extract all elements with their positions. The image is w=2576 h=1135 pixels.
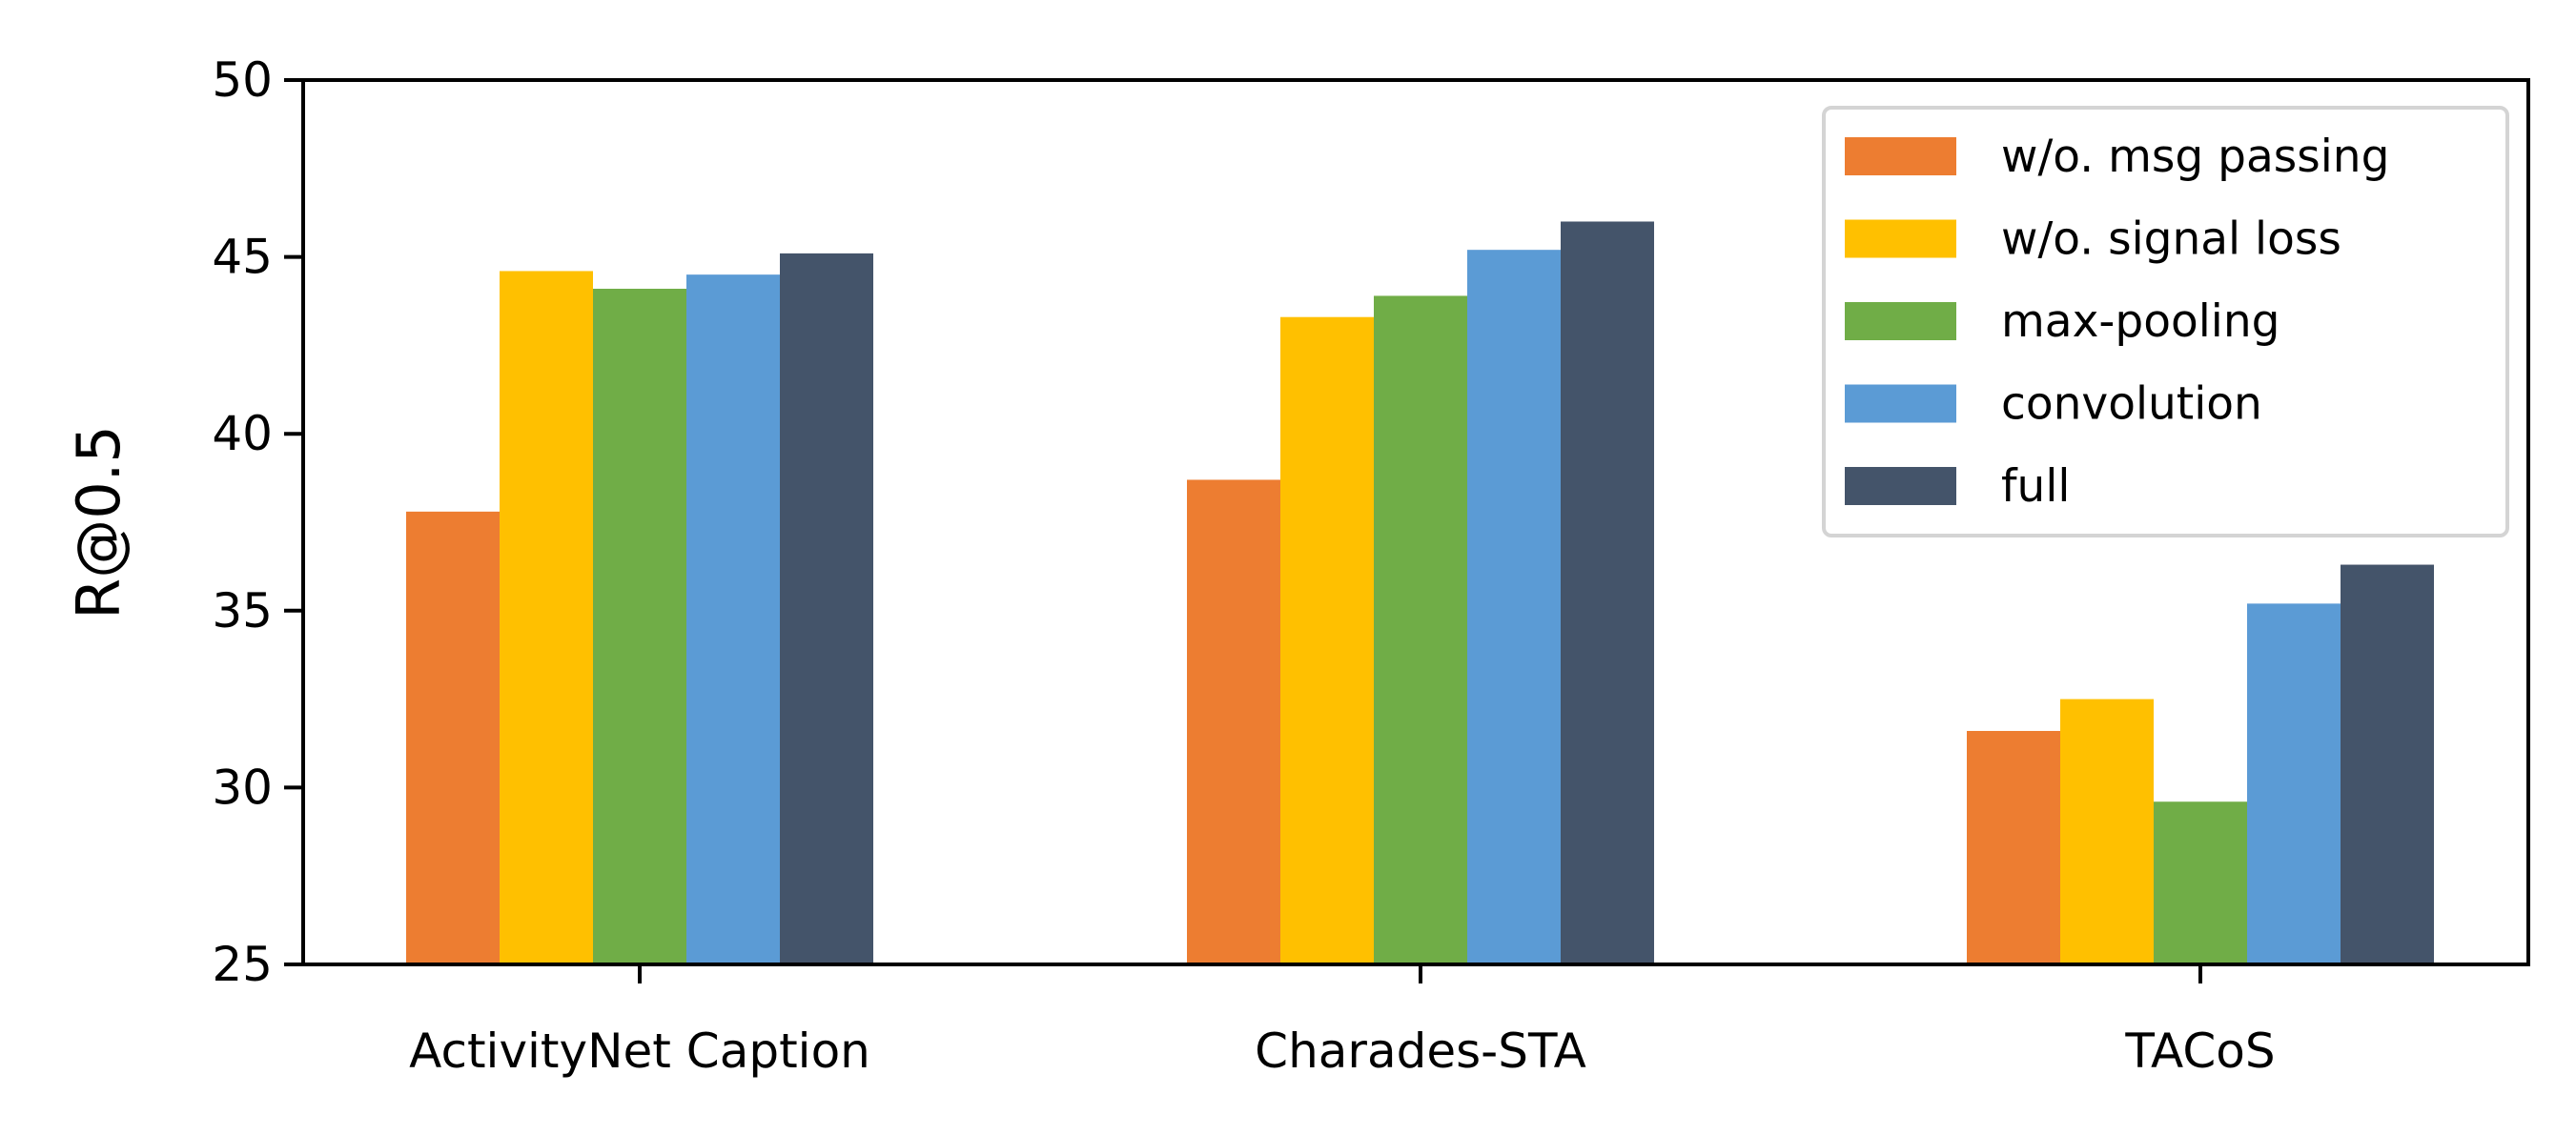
x-tick-label: ActivityNet Caption [409, 1024, 870, 1079]
y-tick-label: 50 [212, 52, 273, 108]
y-tick-label: 25 [212, 937, 273, 992]
bar [2341, 564, 2434, 964]
legend-swatch [1845, 137, 1956, 175]
bar [1467, 250, 1561, 964]
x-tick-label: TACoS [2124, 1024, 2275, 1079]
bar [686, 274, 780, 964]
legend-label: max-pooling [2001, 295, 2280, 348]
legend-label: w/o. signal loss [2001, 213, 2341, 266]
bar [406, 511, 500, 964]
bar [593, 289, 686, 964]
legend: w/o. msg passing w/o. signal loss max-pool… [1822, 106, 2509, 537]
y-tick-label: 35 [212, 583, 273, 638]
bar [2247, 603, 2341, 964]
bar [1374, 295, 1467, 964]
x-tick-label: Charades-STA [1255, 1024, 1586, 1079]
legend-swatch [1845, 467, 1956, 505]
legend-frame [1822, 106, 2509, 537]
y-tick-label: 45 [212, 230, 273, 285]
bar [2060, 699, 2154, 964]
bar [1280, 316, 1374, 965]
x-axis: ActivityNet Caption Charades-STA TACoS [409, 964, 2276, 1079]
bar [500, 271, 593, 964]
legend-label: w/o. msg passing [2001, 131, 2389, 183]
legend-swatch [1845, 219, 1956, 258]
bar [1561, 221, 1654, 965]
legend-label: convolution [2001, 378, 2262, 431]
bar [1967, 731, 2060, 964]
y-axis: 25 30 35 40 45 50 [212, 52, 303, 992]
y-axis-title: R@0.5 [64, 425, 133, 619]
bar [2154, 801, 2247, 964]
y-tick-label: 30 [212, 760, 273, 815]
bar [780, 253, 873, 964]
bars-group [406, 221, 2434, 965]
legend-swatch [1845, 302, 1956, 340]
plot-frame [301, 78, 2530, 966]
legend-label: full [2001, 460, 2070, 513]
legend-swatch [1845, 384, 1956, 423]
y-tick-label: 40 [212, 406, 273, 461]
bar [1187, 479, 1280, 964]
